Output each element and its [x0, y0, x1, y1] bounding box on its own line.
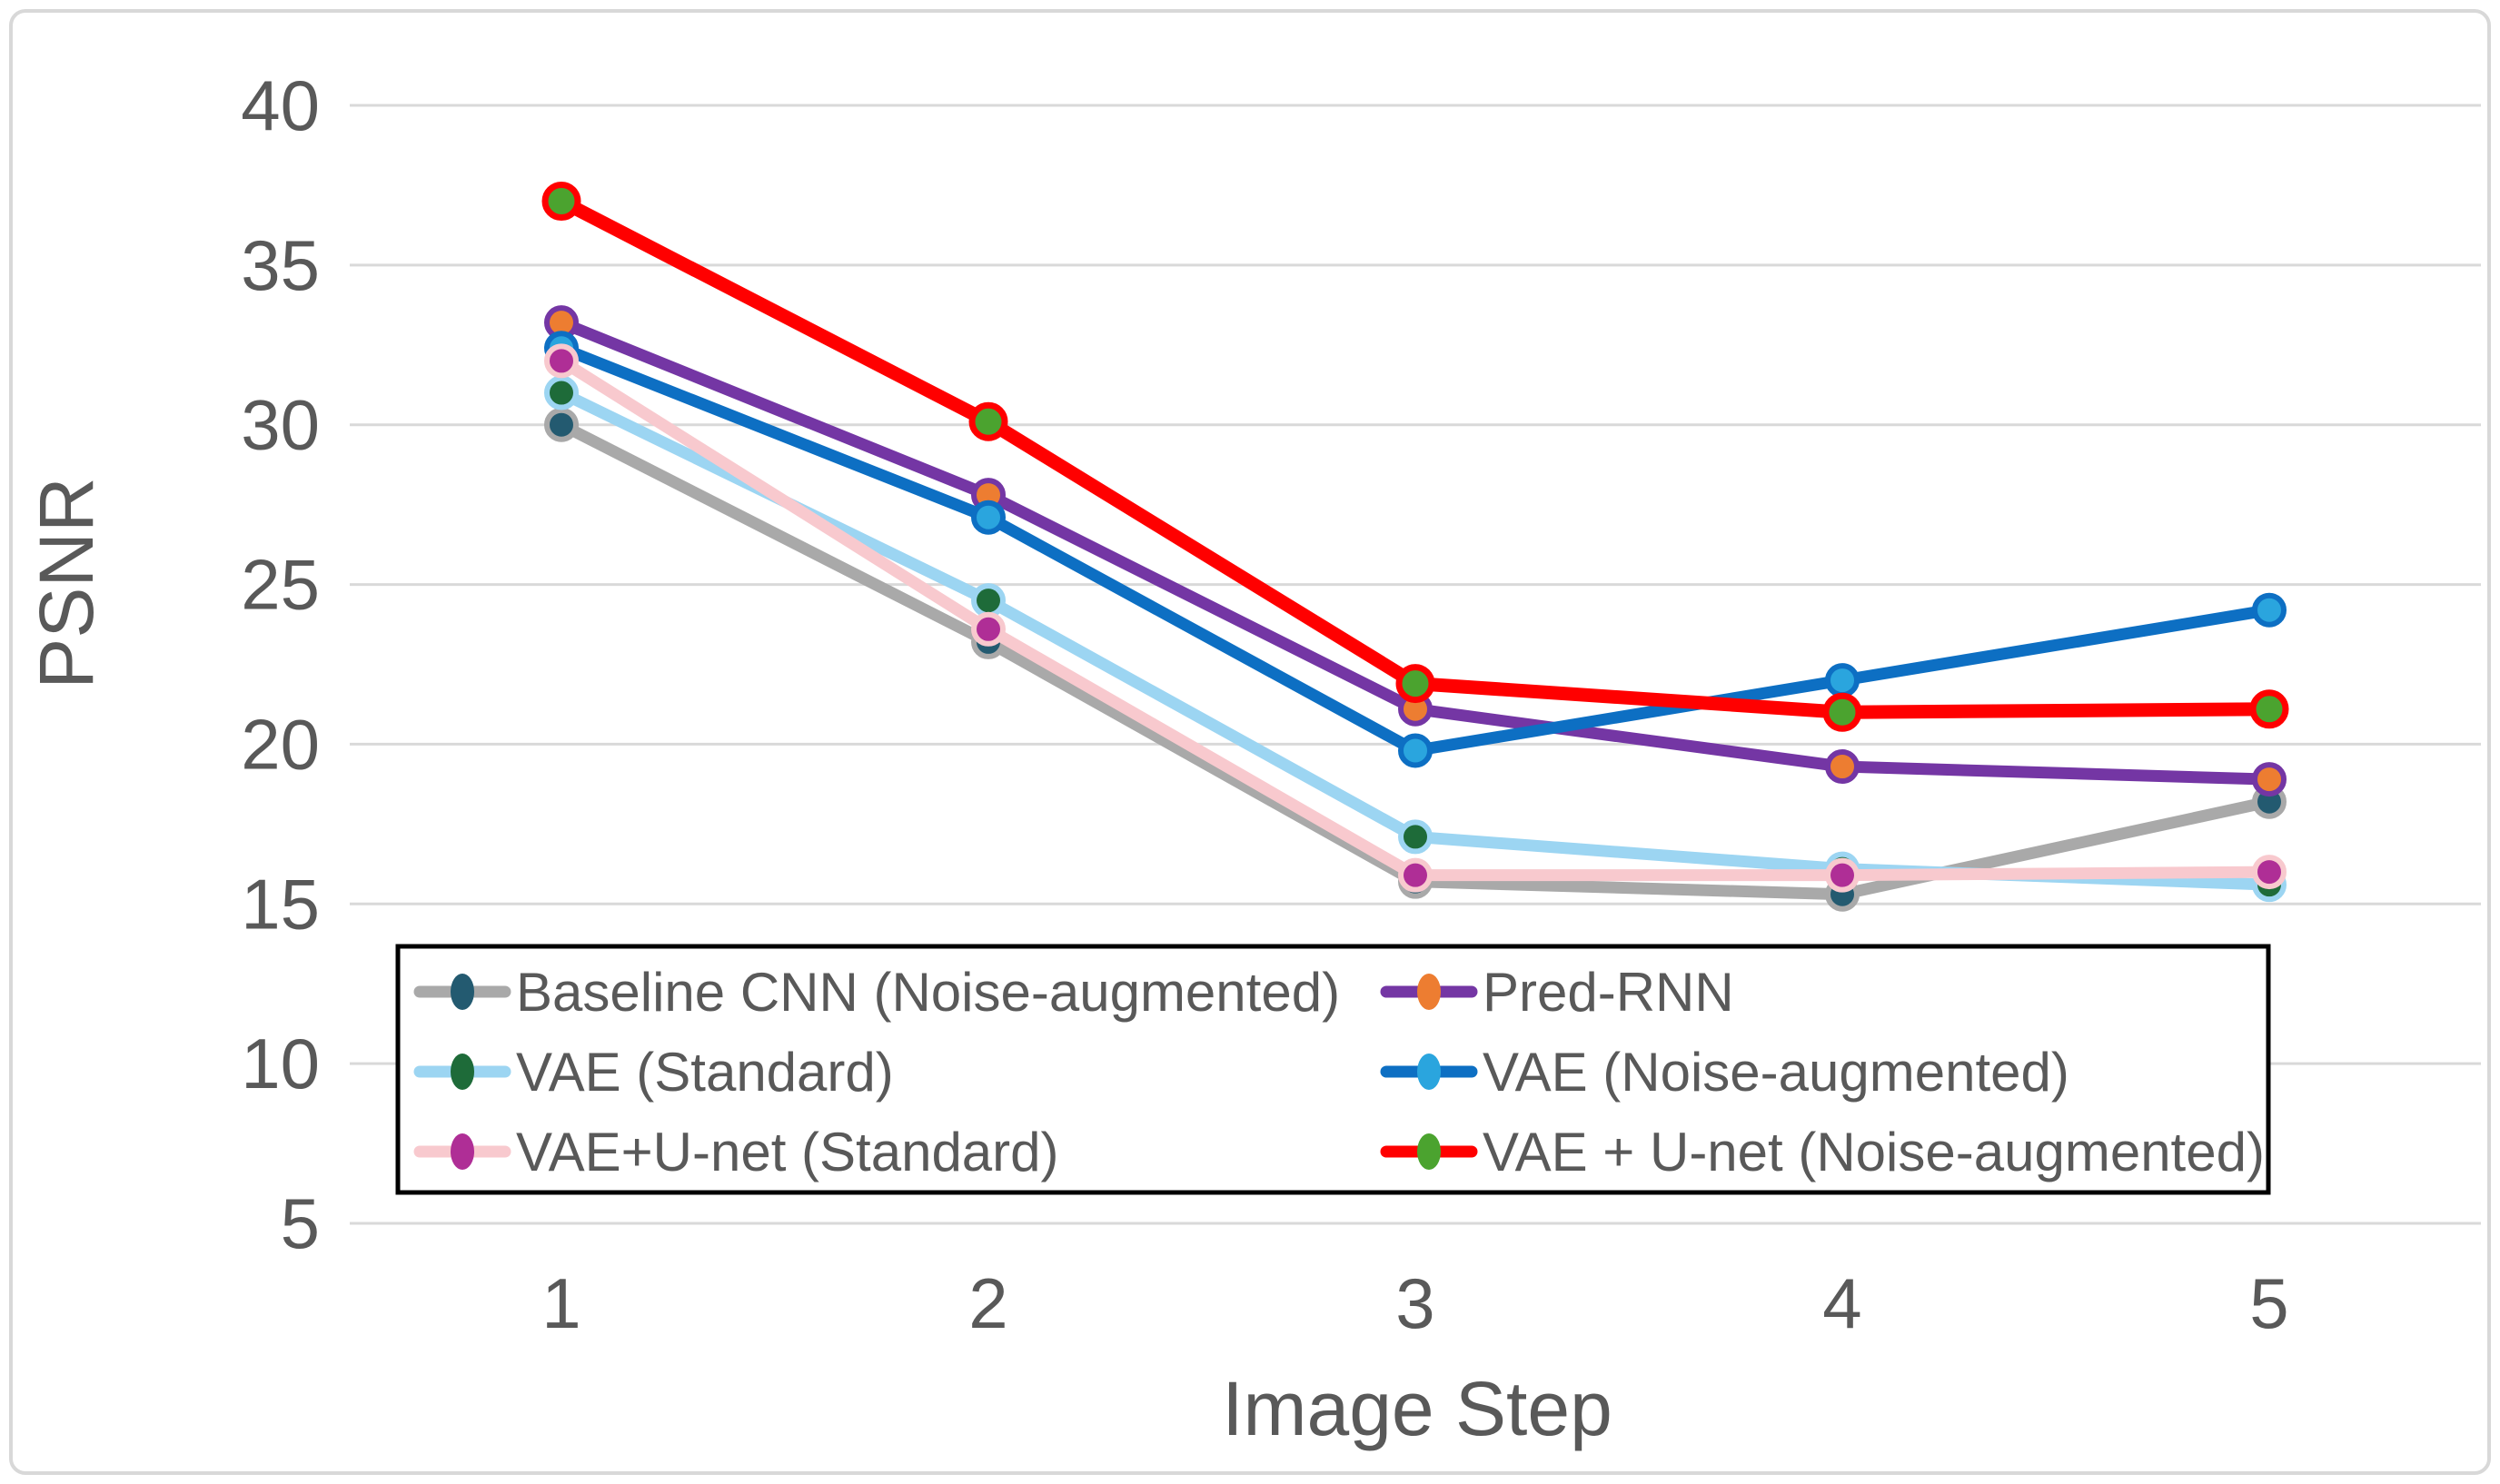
legend-swatch-marker-baseline-cnn-noise-augmented [451, 974, 474, 1010]
x-tick-label-2: 2 [968, 1263, 1007, 1343]
marker-vae-u-net-noise-augmented-x3 [1395, 664, 1435, 704]
marker-vae-noise-augmented-x4 [1825, 663, 1860, 698]
x-axis-title: Image Step [1222, 1366, 1612, 1451]
legend-item-vae-noise-augmented: VAE (Noise-augmented) [1380, 1042, 2069, 1103]
marker-vae-u-net-standard-x5 [2252, 855, 2287, 890]
legend-item-vae-u-net-noise-augmented: VAE + U-net (Noise-augmented) [1380, 1122, 2265, 1182]
legend-item-baseline-cnn-noise-augmented: Baseline CNN (Noise-augmented) [413, 962, 1340, 1023]
marker-vae-standard-x1 [544, 375, 579, 411]
legend-label-baseline-cnn-noise-augmented: Baseline CNN (Noise-augmented) [516, 962, 1340, 1023]
y-axis-title: PSNR [24, 477, 109, 688]
marker-pred-rnn-x4 [1825, 749, 1860, 785]
legend-swatch-marker-pred-rnn [1417, 974, 1441, 1010]
legend-box [395, 944, 2271, 1195]
marker-vae-u-net-standard-x1 [544, 343, 579, 379]
legend-label-vae-noise-augmented: VAE (Noise-augmented) [1483, 1042, 2069, 1103]
x-tick-label-4: 4 [1822, 1263, 1861, 1343]
series-lines [541, 182, 2289, 912]
y-tick-label-30: 30 [241, 385, 320, 465]
marker-vae-u-net-noise-augmented-x1 [541, 182, 581, 222]
marker-pred-rnn-x5 [2252, 762, 2287, 797]
marker-vae-u-net-noise-augmented-x4 [1822, 692, 1862, 732]
y-tick-label-10: 10 [241, 1024, 320, 1103]
x-tick-label-1: 1 [541, 1263, 580, 1343]
x-tick-label-3: 3 [1395, 1263, 1434, 1343]
y-tick-label-35: 35 [241, 225, 320, 305]
marker-vae-u-net-standard-x4 [1825, 857, 1860, 893]
marker-vae-u-net-noise-augmented-x2 [968, 401, 1008, 441]
y-tick-label-15: 15 [241, 864, 320, 944]
legend-item-vae-standard: VAE (Standard) [413, 1042, 894, 1103]
axis-labels: 40 35 30 25 20 15 10 5 1 2 3 4 5 Image Step PSNR [24, 65, 2289, 1451]
legend-label-vae-u-net-noise-augmented: VAE + U-net (Noise-augmented) [1483, 1122, 2265, 1182]
y-tick-label-5: 5 [281, 1183, 320, 1263]
legend-swatch-marker-vae-u-net-noise-augmented [1417, 1133, 1441, 1170]
legend-label-vae-standard: VAE (Standard) [516, 1042, 894, 1103]
marker-vae-u-net-standard-x2 [971, 611, 1006, 647]
legend: Baseline CNN (Noise-augmented) VAE (Stand… [395, 944, 2271, 1195]
y-tick-label-25: 25 [241, 545, 320, 625]
marker-vae-u-net-noise-augmented-x5 [2249, 689, 2289, 729]
legend-swatch-marker-vae-standard [451, 1054, 474, 1090]
legend-label-vae-u-net-standard: VAE+U-net (Standard) [516, 1122, 1059, 1182]
legend-item-vae-u-net-standard: VAE+U-net (Standard) [413, 1122, 1059, 1182]
marker-vae-standard-x2 [971, 583, 1006, 618]
marker-vae-noise-augmented-x3 [1398, 733, 1433, 768]
legend-swatch-marker-vae-noise-augmented [1417, 1054, 1441, 1090]
marker-vae-noise-augmented-x2 [971, 500, 1006, 535]
marker-vae-u-net-standard-x3 [1398, 857, 1433, 893]
x-tick-label-5: 5 [2249, 1263, 2288, 1343]
marker-vae-noise-augmented-x5 [2252, 592, 2287, 628]
marker-vae-standard-x3 [1398, 819, 1433, 855]
legend-swatch-marker-vae-u-net-standard [451, 1133, 474, 1170]
y-tick-label-40: 40 [241, 65, 320, 145]
marker-baseline-cnn-noise-augmented-x1 [544, 407, 579, 442]
legend-label-pred-rnn: Pred-RNN [1483, 962, 1734, 1023]
legend-item-pred-rnn: Pred-RNN [1380, 962, 1734, 1023]
y-tick-label-20: 20 [241, 704, 320, 784]
